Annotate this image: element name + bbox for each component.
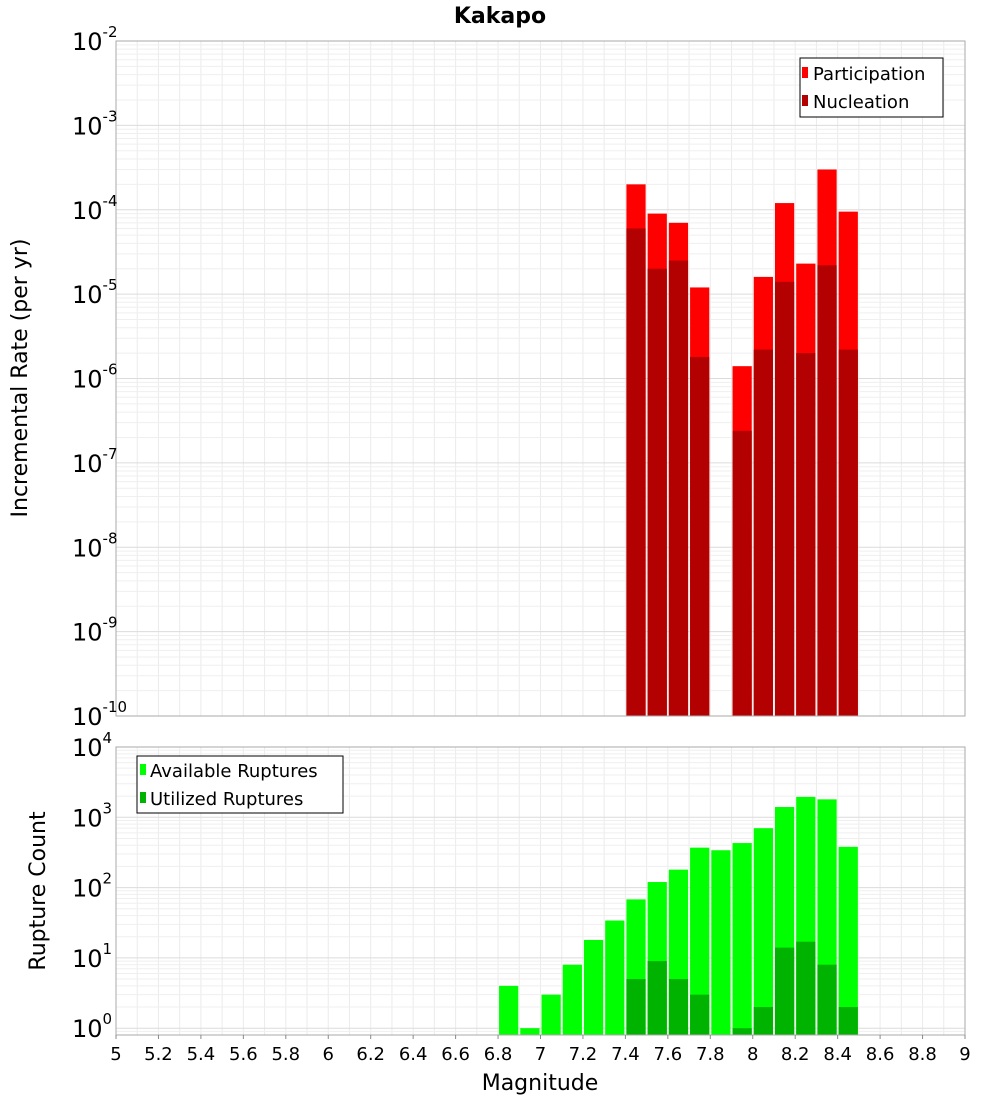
rate-bars bbox=[626, 169, 858, 717]
count-utilized-ruptures-bar bbox=[796, 941, 816, 1035]
count-available-ruptures-bar bbox=[541, 994, 561, 1035]
x-tick-label: 6.8 bbox=[484, 1044, 513, 1065]
nucleation-legend-label: Nucleation bbox=[813, 92, 909, 113]
count-utilized-ruptures-bar bbox=[732, 1028, 752, 1035]
rate-nucleation-bar bbox=[647, 268, 667, 716]
count-y-tick-label: 102 bbox=[72, 870, 112, 903]
count-panel: 104 103 102 101 100 Rupture Count Available … bbox=[26, 729, 971, 1096]
count-available-ruptures-bar bbox=[732, 843, 752, 1035]
x-tick-label: 7.8 bbox=[696, 1044, 725, 1065]
x-tick-label: 6 bbox=[323, 1044, 334, 1065]
rate-y-tick-label: 10-5 bbox=[72, 276, 118, 309]
count-available-ruptures-bar bbox=[690, 847, 710, 1035]
count-utilized-ruptures-bar bbox=[753, 1007, 773, 1035]
rate-nucleation-bar bbox=[796, 353, 816, 716]
count-utilized-ruptures-bar bbox=[626, 979, 646, 1035]
x-tick-label: 8.4 bbox=[823, 1044, 852, 1065]
x-tick-label: 5.8 bbox=[271, 1044, 300, 1065]
count-utilized-ruptures-bar bbox=[817, 964, 837, 1035]
x-tick-label: 8.6 bbox=[866, 1044, 895, 1065]
utilized-ruptures-legend-swatch bbox=[140, 792, 146, 803]
x-tick-label: 6.4 bbox=[399, 1044, 428, 1065]
x-tick-label: 8 bbox=[747, 1044, 758, 1065]
count-y-ticks: 104 103 102 101 100 bbox=[72, 729, 112, 1043]
count-available-ruptures-bar bbox=[753, 828, 773, 1035]
nucleation-legend-swatch bbox=[802, 95, 808, 106]
rate-y-tick-label: 10-6 bbox=[72, 361, 118, 394]
rate-nucleation-bar bbox=[774, 281, 795, 716]
count-available-ruptures-bar bbox=[520, 1028, 540, 1035]
rate-y-tick-label: 10-4 bbox=[72, 192, 118, 225]
rate-y-tick-label: 10-3 bbox=[72, 107, 118, 140]
x-axis-label: Magnitude bbox=[482, 1071, 599, 1096]
rate-nucleation-bar bbox=[732, 430, 752, 716]
count-utilized-ruptures-bar bbox=[774, 947, 795, 1035]
count-y-tick-label: 100 bbox=[72, 1010, 112, 1043]
count-utilized-ruptures-bar bbox=[690, 994, 710, 1035]
chart-title: Kakapo bbox=[454, 4, 546, 29]
count-available-ruptures-bar bbox=[562, 964, 582, 1035]
x-tick-label: 5 bbox=[110, 1044, 121, 1065]
rate-legend: Participation Nucleation bbox=[799, 57, 944, 118]
count-utilized-ruptures-bar bbox=[647, 961, 667, 1035]
count-legend-box bbox=[136, 755, 344, 814]
x-tick-label: 7 bbox=[535, 1044, 546, 1065]
x-tick-label: 5.2 bbox=[144, 1044, 173, 1065]
rate-y-axis-label: Incremental Rate (per yr) bbox=[8, 239, 33, 518]
count-y-tick-label: 101 bbox=[72, 940, 112, 973]
x-tick-label: 7.4 bbox=[611, 1044, 640, 1065]
rate-nucleation-bar bbox=[753, 349, 773, 716]
x-ticks: 5 5.2 5.4 5.6 5.8 6 6.2 6.4 6.6 6.8 7 7.2 7.4 7.6 7.8 8… bbox=[110, 1035, 971, 1065]
rate-y-tick-label: 10-2 bbox=[72, 23, 118, 56]
rate-nucleation-bar bbox=[690, 356, 710, 716]
count-available-ruptures-bar bbox=[838, 846, 858, 1035]
rate-panel: 10-2 10-3 10-4 10-5 10-6 10-7 10-8 10-9 10-10 In… bbox=[8, 23, 966, 731]
x-tick-label: 7.6 bbox=[654, 1044, 683, 1065]
count-y-axis-label: Rupture Count bbox=[26, 811, 51, 971]
x-tick-label: 5.6 bbox=[229, 1044, 258, 1065]
x-tick-label: 9 bbox=[959, 1044, 970, 1065]
rate-y-tick-label: 10-8 bbox=[72, 529, 118, 562]
rate-nucleation-bar bbox=[838, 349, 858, 716]
count-available-ruptures-bar bbox=[711, 850, 731, 1035]
available-ruptures-legend-label: Available Ruptures bbox=[150, 761, 318, 782]
count-utilized-ruptures-bar bbox=[838, 1007, 858, 1035]
rate-nucleation-bar bbox=[817, 265, 837, 716]
count-bars bbox=[499, 796, 858, 1035]
x-tick-label: 7.2 bbox=[569, 1044, 598, 1065]
rate-legend-box bbox=[799, 57, 944, 118]
x-tick-label: 8.8 bbox=[908, 1044, 937, 1065]
rate-grid bbox=[115, 40, 966, 717]
available-ruptures-legend-swatch bbox=[140, 764, 146, 775]
rate-y-ticks: 10-2 10-3 10-4 10-5 10-6 10-7 10-8 10-9 10-10 bbox=[72, 23, 127, 731]
count-available-ruptures-bar bbox=[583, 939, 604, 1035]
count-available-ruptures-bar bbox=[499, 985, 519, 1035]
count-y-tick-label: 104 bbox=[72, 729, 112, 762]
rate-y-tick-label: 10-7 bbox=[72, 445, 118, 478]
rate-plot-border bbox=[115, 40, 966, 717]
x-tick-label: 6.2 bbox=[356, 1044, 385, 1065]
x-tick-label: 5.4 bbox=[187, 1044, 216, 1065]
x-tick-label: 8.2 bbox=[781, 1044, 810, 1065]
participation-legend-swatch bbox=[802, 67, 808, 78]
participation-legend-label: Participation bbox=[813, 64, 925, 85]
x-tick-label: 6.6 bbox=[441, 1044, 470, 1065]
rate-nucleation-bar bbox=[626, 228, 646, 716]
count-available-ruptures-bar bbox=[605, 920, 625, 1035]
utilized-ruptures-legend-label: Utilized Ruptures bbox=[150, 789, 303, 810]
rate-nucleation-bar bbox=[668, 260, 689, 716]
count-y-tick-label: 103 bbox=[72, 799, 112, 832]
count-utilized-ruptures-bar bbox=[668, 979, 689, 1035]
rate-y-tick-label: 10-10 bbox=[72, 698, 127, 731]
rate-y-tick-label: 10-9 bbox=[72, 614, 118, 647]
count-legend: Available Ruptures Utilized Ruptures bbox=[136, 755, 344, 814]
